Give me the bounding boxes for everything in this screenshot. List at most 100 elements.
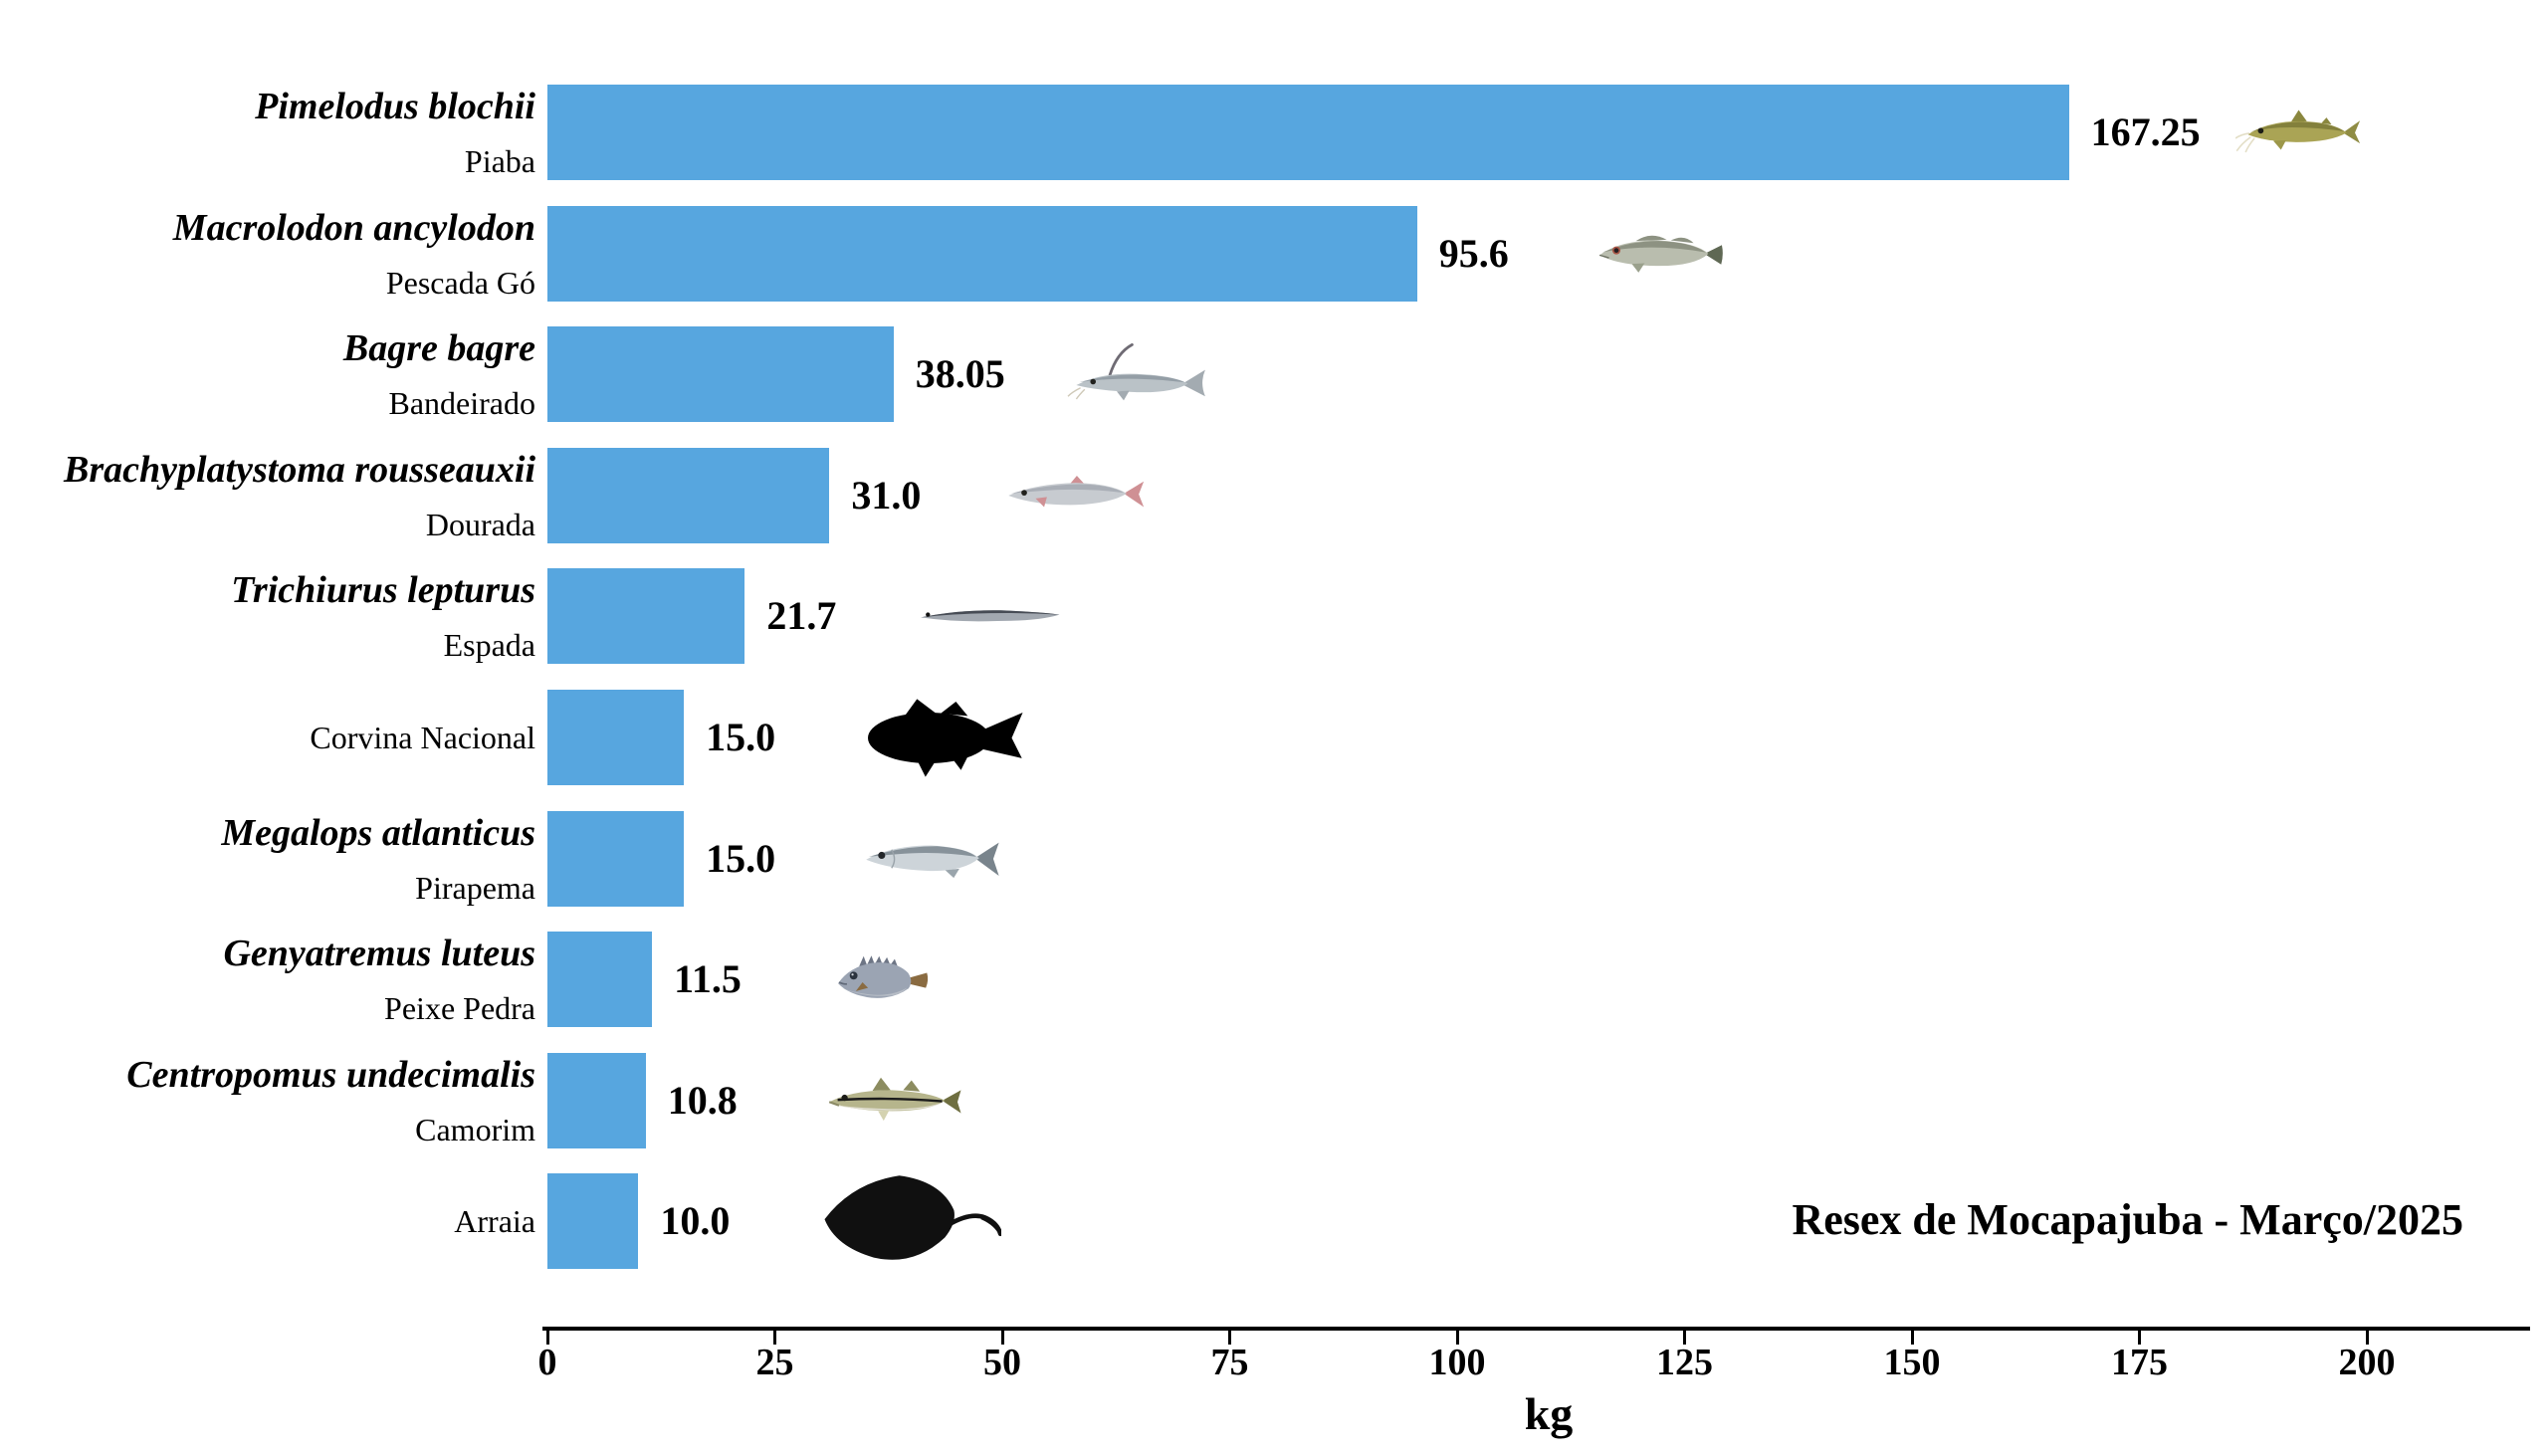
category-labels: Corvina Nacional	[0, 690, 535, 785]
category-labels: Bagre bagre Bandeirado	[0, 326, 535, 422]
x-axis-tick	[1683, 1331, 1686, 1345]
common-name-label: Pescada Gó	[385, 264, 535, 301]
bar	[547, 326, 894, 423]
fish-image	[919, 599, 1061, 633]
bar	[547, 690, 685, 785]
x-axis-tick	[1000, 1331, 1004, 1345]
category-labels: Pimelodus blochii Piaba	[0, 85, 535, 180]
bar	[547, 85, 2069, 180]
scientific-name-label: Bagre bagre	[342, 327, 535, 370]
common-name-label: Piaba	[464, 143, 535, 179]
bar	[547, 205, 1417, 302]
x-axis-tick	[545, 1331, 549, 1345]
pirapema-fish-icon	[866, 842, 999, 878]
x-axis-title: kg	[1524, 1388, 1574, 1439]
bar-row: Corvina Nacional 15.0	[0, 690, 2548, 785]
scientific-name-label: Pimelodus blochii	[255, 86, 535, 127]
bar-row: Bagre bagre Bandeirado 38.05	[0, 326, 2548, 423]
fish-image	[1004, 474, 1147, 518]
fish-image	[858, 696, 1030, 780]
x-axis-tick-label: 200	[2338, 1342, 2396, 1383]
scientific-name-label: Megalops atlanticus	[221, 811, 535, 854]
category-labels: Brachyplatystoma rousseauxii Dourada	[0, 448, 535, 543]
category-labels: Macrolodon ancylodon Pescada Gó	[0, 206, 535, 302]
value-label: 38.05	[915, 351, 1005, 397]
fish-image	[825, 1072, 964, 1129]
common-name-label: Corvina Nacional	[310, 720, 535, 755]
pescada-go-fish-icon	[1598, 235, 1723, 273]
category-labels: Centropomus undecimalis Camorim	[0, 1053, 535, 1148]
bar-end-group: 38.05	[916, 326, 1210, 422]
arraia-silhouette-icon	[824, 1175, 1002, 1261]
x-axis-tick-label: 150	[1883, 1342, 1941, 1383]
x-axis-tick-label: 0	[537, 1342, 557, 1383]
category-labels: Arraia	[0, 1173, 535, 1269]
bar-row: Genyatremus luteus Peixe Pedra 11.5	[0, 932, 2548, 1028]
x-axis-tick	[2365, 1331, 2369, 1345]
value-label: 15.0	[706, 835, 776, 881]
value-label: 10.0	[660, 1198, 731, 1244]
bar	[547, 810, 685, 907]
fish-image	[828, 953, 944, 1006]
value-label: 167.25	[2090, 109, 2201, 154]
chart-annotation: Resex de Mocapajuba - Março/2025	[1792, 1195, 2463, 1244]
x-axis-tick	[773, 1331, 776, 1345]
x-axis-tick-label: 25	[755, 1342, 794, 1383]
bar	[547, 932, 653, 1028]
x-axis-tick	[1228, 1331, 1231, 1345]
category-labels: Trichiurus lepturus Espada	[0, 568, 535, 664]
bar-end-group: 31.0	[851, 448, 1147, 543]
bar-row: Megalops atlanticus Pirapema 15.0	[0, 810, 2548, 907]
fish-image	[819, 1166, 1002, 1276]
espada-fish-icon	[921, 610, 1060, 622]
bar	[547, 1173, 639, 1270]
value-label: 15.0	[706, 715, 776, 759]
scientific-name-label: Trichiurus lepturus	[231, 569, 535, 612]
bar-end-group: 11.5	[674, 932, 944, 1027]
bar-row: Trichiurus lepturus Espada 21.7	[0, 568, 2548, 665]
fish-image	[858, 837, 1004, 881]
bandeirado-fish-icon	[1067, 342, 1205, 401]
common-name-label: Espada	[443, 627, 535, 664]
x-axis-tick-label: 100	[1428, 1342, 1486, 1383]
bar-row: Macrolodon ancylodon Pescada Gó 95.6	[0, 205, 2548, 302]
value-label: 10.8	[667, 1077, 738, 1123]
bar	[547, 1052, 646, 1148]
x-axis-tick-label: 175	[2111, 1342, 2168, 1383]
bar-end-group: 95.6	[1439, 206, 1731, 302]
common-name-label: Arraia	[454, 1203, 535, 1240]
fish-image	[1587, 227, 1731, 281]
bar-row: Centropomus undecimalis Camorim 10.8	[0, 1052, 2548, 1148]
common-name-label: Peixe Pedra	[384, 990, 535, 1027]
value-label: 21.7	[766, 593, 837, 639]
bar-end-group: 21.7	[766, 568, 1061, 664]
value-label: 31.0	[851, 472, 922, 518]
category-labels: Genyatremus luteus Peixe Pedra	[0, 932, 535, 1027]
common-name-label: Dourada	[425, 506, 535, 542]
bar	[547, 568, 745, 665]
fish-image	[1065, 342, 1210, 406]
corvina-silhouette-icon	[868, 698, 1023, 777]
bar-end-group: 15.0	[706, 811, 1004, 907]
bar-end-group: 10.0	[660, 1173, 1002, 1269]
x-axis-tick-label: 50	[983, 1342, 1021, 1383]
bar	[547, 447, 830, 543]
peixe-pedra-fish-icon	[837, 954, 929, 998]
bar-row: Pimelodus blochii Piaba 167.25	[0, 85, 2548, 180]
category-labels: Megalops atlanticus Pirapema	[0, 811, 535, 907]
camorim-fish-icon	[828, 1078, 961, 1122]
scientific-name-label: Centropomus undecimalis	[126, 1053, 535, 1096]
bar-row: Arraia 10.0	[0, 1173, 2548, 1270]
x-axis-tick	[1455, 1331, 1459, 1345]
bar-row: Brachyplatystoma rousseauxii Dourada 31.…	[0, 447, 2548, 543]
x-axis-line	[542, 1327, 2530, 1331]
x-axis-tick	[1910, 1331, 1914, 1345]
dourada-fish-icon	[1008, 475, 1145, 508]
x-axis-tick-label: 75	[1210, 1342, 1249, 1383]
bar-end-group: 10.8	[668, 1053, 964, 1148]
value-label: 11.5	[674, 956, 742, 1002]
common-name-label: Bandeirado	[388, 385, 536, 422]
x-axis-tick-label: 125	[1656, 1342, 1713, 1383]
x-axis-tick	[2138, 1331, 2141, 1345]
common-name-label: Pirapema	[415, 869, 535, 906]
